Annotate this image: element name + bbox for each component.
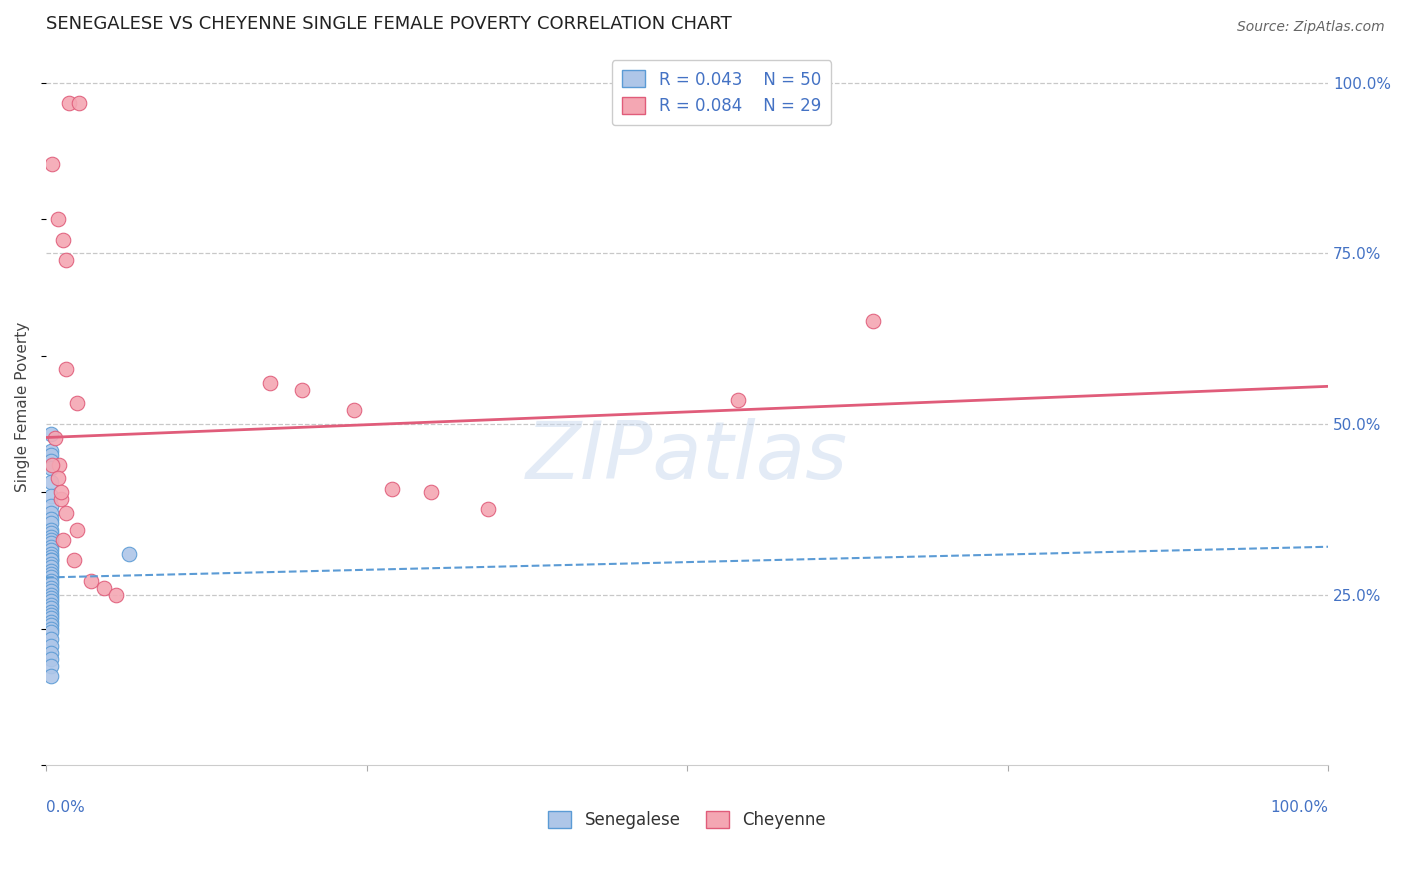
Point	[41, 458, 63, 472]
Point	[39, 543, 62, 558]
Point	[39, 584, 62, 599]
Point	[39, 594, 62, 608]
Point	[39, 516, 62, 530]
Point	[39, 611, 62, 625]
Point	[39, 588, 62, 602]
Point	[39, 557, 62, 571]
Point	[58, 96, 80, 111]
Point	[39, 615, 62, 629]
Point	[52, 233, 75, 247]
Point	[118, 547, 141, 561]
Point	[66, 396, 89, 410]
Point	[39, 560, 62, 574]
Text: Source: ZipAtlas.com: Source: ZipAtlas.com	[1237, 20, 1385, 34]
Point	[39, 540, 62, 554]
Point	[55, 362, 77, 376]
Text: ZIPatlas: ZIPatlas	[526, 418, 848, 496]
Point	[259, 376, 281, 390]
Point	[39, 598, 62, 612]
Point	[343, 403, 366, 417]
Point	[39, 529, 62, 543]
Point	[39, 523, 62, 537]
Point	[39, 618, 62, 632]
Point	[39, 489, 62, 503]
Point	[39, 622, 62, 636]
Point	[93, 581, 115, 595]
Point	[46, 212, 69, 227]
Point	[44, 431, 66, 445]
Point	[39, 549, 62, 564]
Point	[39, 499, 62, 513]
Text: 0.0%: 0.0%	[46, 800, 84, 814]
Point	[48, 458, 70, 472]
Point	[39, 581, 62, 595]
Point	[39, 454, 62, 468]
Point	[39, 461, 62, 475]
Point	[419, 485, 441, 500]
Text: SENEGALESE VS CHEYENNE SINGLE FEMALE POVERTY CORRELATION CHART: SENEGALESE VS CHEYENNE SINGLE FEMALE POV…	[46, 15, 731, 33]
Point	[80, 574, 103, 588]
Point	[39, 526, 62, 541]
Point	[63, 553, 86, 567]
Y-axis label: Single Female Poverty: Single Female Poverty	[15, 322, 30, 491]
Point	[52, 533, 75, 547]
Point	[39, 639, 62, 653]
Point	[39, 591, 62, 605]
Point	[862, 314, 884, 328]
Point	[39, 475, 62, 489]
Point	[67, 96, 90, 111]
Point	[39, 427, 62, 442]
Point	[39, 669, 62, 683]
Point	[39, 536, 62, 550]
Point	[381, 482, 404, 496]
Point	[39, 553, 62, 567]
Point	[55, 506, 77, 520]
Point	[46, 471, 69, 485]
Point	[39, 632, 62, 646]
Point	[39, 574, 62, 588]
Point	[39, 512, 62, 526]
Point	[39, 448, 62, 462]
Point	[55, 253, 77, 268]
Point	[39, 533, 62, 547]
Point	[39, 577, 62, 591]
Point	[39, 605, 62, 619]
Point	[39, 646, 62, 660]
Point	[39, 564, 62, 578]
Point	[39, 570, 62, 584]
Point	[41, 157, 63, 171]
Point	[39, 652, 62, 666]
Point	[51, 485, 73, 500]
Point	[39, 553, 62, 567]
Point	[39, 444, 62, 458]
Point	[39, 567, 62, 582]
Point	[51, 491, 73, 506]
Point	[727, 392, 749, 407]
Point	[39, 659, 62, 673]
Point	[477, 502, 499, 516]
Point	[66, 523, 89, 537]
Point	[39, 607, 62, 622]
Point	[39, 625, 62, 640]
Point	[39, 601, 62, 615]
Text: 100.0%: 100.0%	[1270, 800, 1329, 814]
Point	[105, 588, 128, 602]
Point	[291, 383, 314, 397]
Legend: Senegalese, Cheyenne: Senegalese, Cheyenne	[541, 805, 832, 836]
Point	[39, 506, 62, 520]
Point	[39, 547, 62, 561]
